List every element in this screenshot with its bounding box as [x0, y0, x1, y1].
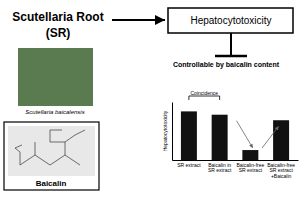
structure-bond [65, 142, 66, 155]
annotation: Hepatocytotoxicity [190, 15, 271, 26]
bar [273, 120, 289, 160]
bars [181, 111, 289, 160]
x-tick: Baicalin-freeSR extract [236, 162, 264, 174]
y-axis [172, 103, 173, 161]
bar [242, 150, 258, 160]
structure-bond [65, 135, 75, 142]
annotation: Coincidence [191, 90, 219, 96]
x-tick: SR extract [177, 162, 201, 168]
structure-area [8, 126, 95, 176]
x-axis: SR extractBaicalin inSR extractBaicalin-… [173, 161, 299, 180]
bracket [189, 96, 220, 100]
arrow [112, 19, 165, 21]
x-tick-label: SR extract [177, 162, 201, 168]
trend-arrow [237, 121, 253, 148]
bar [181, 111, 197, 160]
x-tick-label: Baicalin-freeSR extract [236, 162, 264, 174]
x-tick-label-line: SR extract [208, 167, 232, 173]
structure-sketch [15, 130, 85, 165]
x-tick: Baicalin-freeSR extract+Baicalin [267, 162, 295, 180]
structure-bond [50, 130, 62, 131]
structure-bond [15, 145, 22, 148]
structure-box [4, 122, 99, 190]
trend-arrow [262, 126, 279, 148]
annotation: Scutellaria Root [12, 10, 103, 24]
effect-box [168, 8, 293, 33]
plant-image [18, 48, 93, 106]
x-tick-label: Baicalin inSR extract [208, 162, 232, 174]
structure-bond [50, 155, 65, 165]
structure-bond [35, 155, 50, 165]
y-axis-line [172, 103, 173, 161]
structure-bond [75, 130, 85, 135]
structure-bond [65, 155, 80, 165]
x-tick-label-line: SR extract [177, 162, 201, 168]
inhibition-stem [230, 33, 232, 56]
y-axis-label: Hepatocytotoxicity [162, 110, 168, 151]
structure-bond [20, 155, 35, 165]
annotation: Scutellaria baicalensis [25, 109, 84, 115]
annotation: (SR) [46, 26, 71, 40]
structure-bond [50, 142, 65, 143]
bar [212, 115, 228, 160]
x-tick: Baicalin inSR extract [208, 162, 232, 174]
inhibition-bar [215, 55, 247, 58]
annotation: Baicalin [36, 179, 67, 188]
annotation: Controllable by baicalin content [173, 61, 280, 69]
structure-bond [15, 148, 20, 152]
figure: Scutellaria Root (SR) Scutellaria baicalen… [0, 0, 300, 199]
x-tick-label-line: +Baicalin [271, 173, 292, 179]
x-tick-label-line: SR extract [239, 167, 263, 173]
structure-bond [35, 142, 36, 155]
structure-bond [50, 130, 51, 142]
x-tick-label: Baicalin-freeSR extract+Baicalin [267, 162, 295, 180]
structure-bond [20, 152, 21, 165]
